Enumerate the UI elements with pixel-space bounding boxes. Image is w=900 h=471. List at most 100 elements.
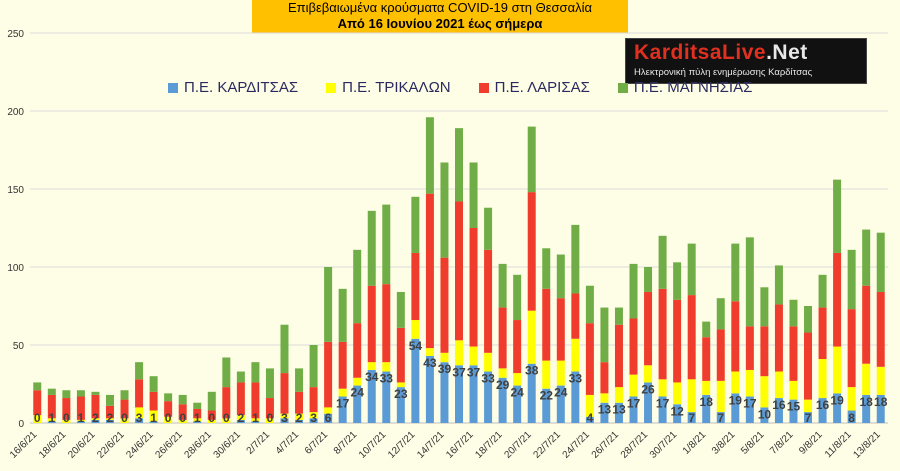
bar-segment bbox=[236, 382, 245, 416]
bar-segment bbox=[571, 371, 580, 423]
bar-segment bbox=[833, 346, 842, 394]
bar-segment bbox=[440, 352, 449, 363]
data-label: 17 bbox=[743, 396, 757, 410]
bar-segment bbox=[527, 126, 536, 193]
bar-segment bbox=[338, 288, 347, 342]
bar-segment bbox=[47, 418, 56, 422]
data-label: 0 bbox=[121, 411, 128, 425]
x-tick-label: 13/8/21 bbox=[851, 429, 883, 461]
bar-segment bbox=[527, 363, 536, 423]
data-label: 18 bbox=[700, 395, 714, 409]
bar-segment bbox=[702, 337, 711, 381]
bar-segment bbox=[789, 299, 798, 327]
bar-segment bbox=[164, 401, 173, 417]
bar-segment bbox=[833, 252, 842, 347]
bar-segment bbox=[135, 362, 144, 380]
bar-segment bbox=[338, 388, 347, 397]
bar-segment bbox=[614, 307, 623, 325]
data-label: 2 bbox=[238, 411, 245, 425]
bar-segment bbox=[774, 371, 783, 399]
karditsalive-logo[interactable]: KarditsaLive.Net Ηλεκτρονική πύλη ενημέρ… bbox=[625, 38, 867, 84]
bar-segment bbox=[469, 228, 478, 347]
data-label: 43 bbox=[423, 356, 437, 370]
bar-segment bbox=[687, 243, 696, 296]
bar-segment bbox=[876, 366, 885, 395]
bar-segment bbox=[702, 394, 711, 423]
bar-segment bbox=[498, 377, 507, 423]
bar-segment bbox=[833, 179, 842, 253]
x-tick-label: 18/6/21 bbox=[37, 429, 69, 461]
bar-segment bbox=[484, 249, 493, 353]
bar-segment bbox=[91, 394, 100, 419]
bar-segment bbox=[207, 410, 216, 420]
x-tick-label: 22/6/21 bbox=[95, 429, 127, 461]
data-label: 18 bbox=[874, 395, 888, 409]
x-tick-label: 8/7/21 bbox=[332, 429, 360, 457]
data-label: 12 bbox=[670, 404, 684, 418]
data-label: 15 bbox=[787, 400, 801, 414]
bar-segment bbox=[91, 419, 100, 423]
bar-segment bbox=[498, 307, 507, 369]
bar-segment bbox=[774, 304, 783, 372]
bar-segment bbox=[251, 418, 260, 422]
data-label: 2 bbox=[107, 411, 114, 425]
y-tick-label: 0 bbox=[18, 419, 24, 430]
bar-segment bbox=[600, 307, 609, 363]
bar-segment bbox=[33, 382, 42, 391]
data-label: 1 bbox=[150, 411, 157, 425]
legend-swatch bbox=[478, 82, 489, 93]
bar-segment bbox=[673, 299, 682, 383]
x-tick-label: 11/8/21 bbox=[823, 429, 854, 460]
data-label: 54 bbox=[409, 339, 423, 353]
bar-segment bbox=[556, 254, 565, 299]
bar-segment bbox=[280, 418, 289, 423]
bar-segment bbox=[62, 398, 71, 420]
data-label: 37 bbox=[467, 365, 481, 379]
data-label: 0 bbox=[223, 411, 230, 425]
bar-segment bbox=[367, 210, 376, 286]
bar-segment bbox=[207, 419, 216, 423]
x-tick-label: 28/7/21 bbox=[619, 429, 651, 461]
bar-segment bbox=[411, 196, 420, 253]
bar-segment bbox=[498, 263, 507, 308]
bar-segment bbox=[353, 377, 362, 386]
bar-segment bbox=[745, 396, 754, 423]
bar-segment bbox=[411, 338, 420, 423]
bar-segment bbox=[745, 326, 754, 370]
bar-segment bbox=[556, 385, 565, 423]
data-label: 7 bbox=[805, 411, 812, 425]
bar-segment bbox=[745, 369, 754, 397]
bar-segment bbox=[440, 162, 449, 258]
bar-segment bbox=[760, 287, 769, 327]
bar-segment bbox=[804, 306, 813, 333]
bar-segment bbox=[178, 404, 187, 420]
bar-segment bbox=[658, 288, 667, 380]
bar-segment bbox=[542, 248, 551, 289]
bar-segment bbox=[716, 380, 725, 413]
y-tick-label: 200 bbox=[7, 107, 24, 118]
bar-segment bbox=[76, 390, 85, 397]
bar-segment bbox=[76, 421, 85, 423]
bar-segment bbox=[353, 385, 362, 423]
bar-segment bbox=[469, 346, 478, 366]
bar-segment bbox=[91, 391, 100, 395]
data-label: 33 bbox=[380, 372, 394, 386]
data-label: 38 bbox=[525, 364, 539, 378]
y-tick-label: 250 bbox=[7, 29, 24, 40]
data-label: 23 bbox=[394, 387, 408, 401]
legend-swatch bbox=[168, 82, 178, 93]
bar-segment bbox=[673, 404, 682, 423]
bar-segment bbox=[702, 321, 711, 338]
bar-segment bbox=[295, 413, 304, 420]
legend-item-trikala: Π.Ε. ΤΡΙΚΑΛΩΝ bbox=[326, 79, 451, 96]
bar-segment bbox=[614, 324, 623, 388]
bar-segment bbox=[585, 323, 594, 395]
data-label: 33 bbox=[481, 372, 495, 386]
bar-segment bbox=[658, 396, 667, 423]
bar-segment bbox=[62, 419, 71, 423]
bar-segment bbox=[833, 393, 842, 423]
x-tick-label: 20/6/21 bbox=[66, 429, 98, 461]
x-tick-label: 24/6/21 bbox=[124, 429, 156, 461]
bar-segment bbox=[542, 360, 551, 389]
bar-segment bbox=[469, 162, 478, 228]
